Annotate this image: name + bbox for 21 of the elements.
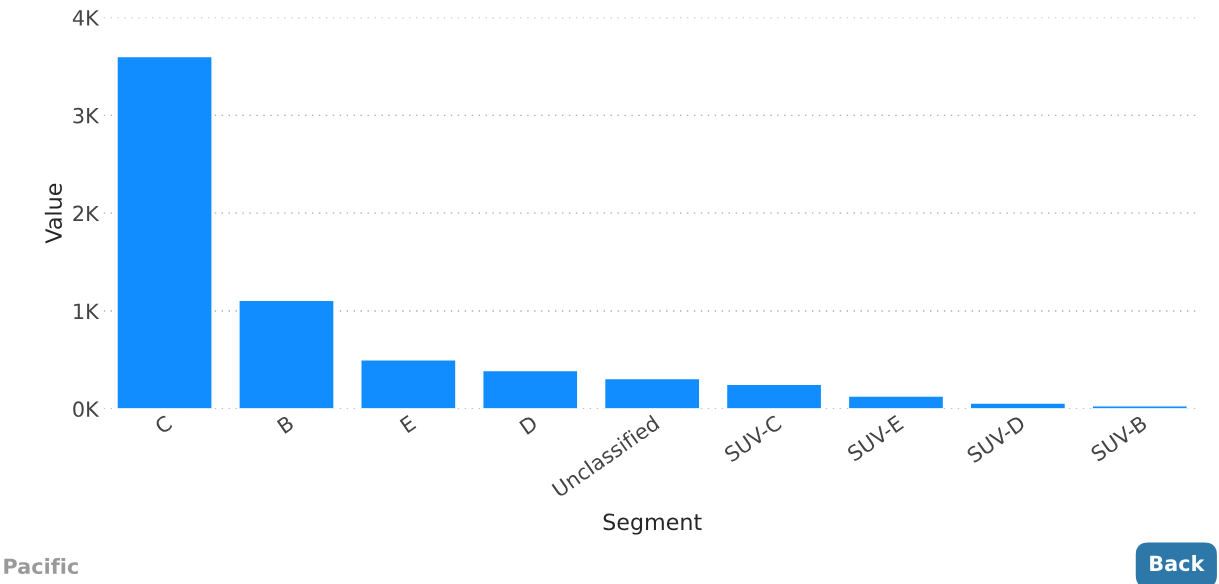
bar xyxy=(603,377,701,409)
y-tick-label: 1K xyxy=(74,303,100,319)
bar xyxy=(725,383,823,409)
y-axis-title: Value xyxy=(44,183,62,244)
bar xyxy=(969,402,1067,409)
bar xyxy=(847,395,945,409)
x-tick-label: D xyxy=(519,414,539,435)
x-axis-title: Segment xyxy=(603,513,702,535)
text: Back xyxy=(1150,555,1205,572)
y-tick-label: 4K xyxy=(72,10,100,26)
x-tick-label: B xyxy=(276,415,295,434)
y-tick-label: 3K xyxy=(73,107,100,124)
bar xyxy=(238,299,335,409)
y-tick-label: 0K xyxy=(73,401,100,418)
bar xyxy=(116,55,213,409)
bar xyxy=(482,369,579,409)
x-tick-label: C xyxy=(153,414,173,435)
bar xyxy=(360,359,457,409)
x-tick-label: E xyxy=(399,414,417,434)
text: Pacific xyxy=(4,558,78,575)
y-tick-label: 2K xyxy=(73,205,100,222)
